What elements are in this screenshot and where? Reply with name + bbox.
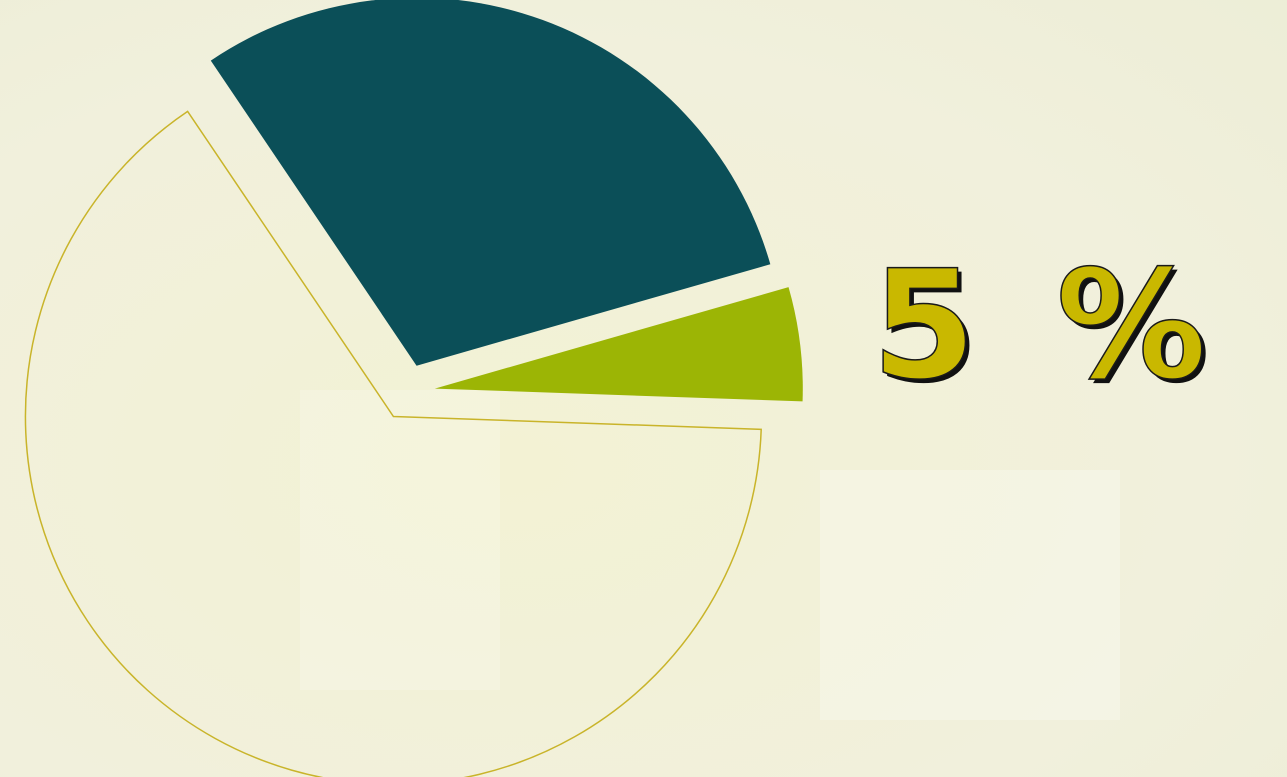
pie [24,0,803,777]
value-label-shadow: 5 % [876,243,1225,417]
value-label: 5 % [872,239,1221,413]
pie-slice [434,287,803,402]
background-shape [820,470,1120,720]
pie-slice [210,0,771,366]
pie-slice [24,110,762,777]
background-shape [300,390,500,690]
